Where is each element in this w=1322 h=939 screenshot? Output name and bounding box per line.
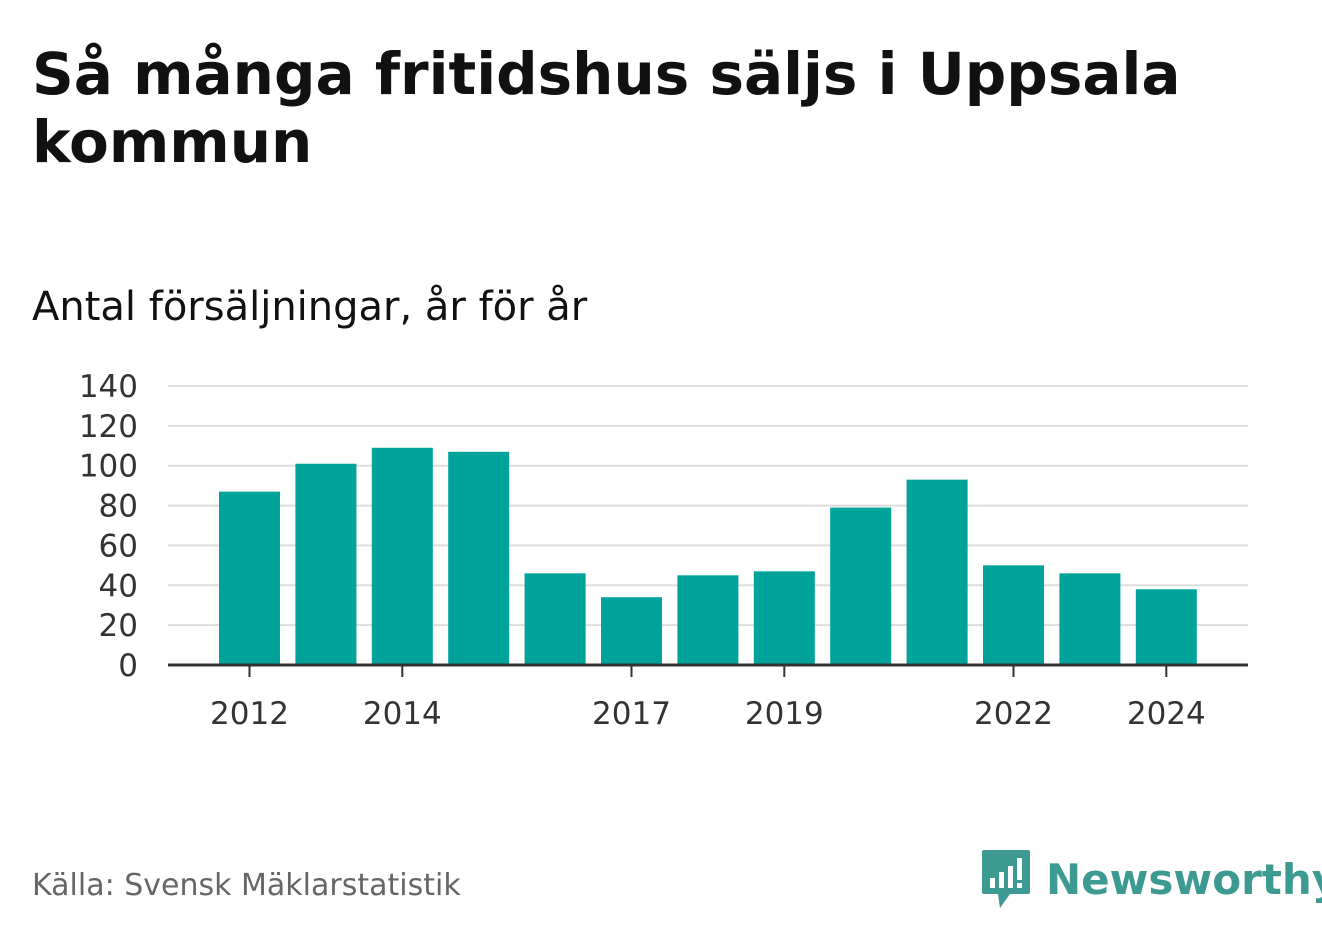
y-tick-label: 20 xyxy=(99,608,138,644)
x-tick-label: 2012 xyxy=(210,696,289,732)
bar-2021 xyxy=(906,479,968,665)
bar-2014 xyxy=(371,447,433,665)
y-tick-label: 100 xyxy=(79,449,138,485)
bar-2023 xyxy=(1059,573,1121,665)
chart-subtitle: Antal försäljningar, år för år xyxy=(32,284,588,330)
x-tick-label: 2024 xyxy=(1127,696,1206,732)
bar-2024 xyxy=(1135,589,1197,665)
newsworthy-logo-icon xyxy=(982,850,1030,908)
y-tick-label: 80 xyxy=(99,489,138,525)
y-tick-label: 140 xyxy=(79,369,138,405)
bar-2020 xyxy=(830,507,892,665)
x-tick-label: 2014 xyxy=(363,696,442,732)
y-tick-label: 0 xyxy=(118,648,138,684)
brand-name: Newsworthy xyxy=(1046,854,1322,904)
y-tick-label: 120 xyxy=(79,409,138,445)
bar-2013 xyxy=(295,463,357,665)
newsworthy-logo: Newsworthy xyxy=(980,848,1322,910)
x-tick-label: 2017 xyxy=(592,696,671,732)
bar-2012 xyxy=(219,491,280,665)
source-note: Källa: Svensk Mäklarstatistik xyxy=(32,868,461,903)
bar-2015 xyxy=(448,451,510,665)
bars xyxy=(219,447,1197,665)
bar-2022 xyxy=(983,565,1044,665)
bar-2019 xyxy=(753,571,815,665)
y-tick-label: 60 xyxy=(99,528,138,564)
chart-title: Så många fritidshus säljs i Uppsala komm… xyxy=(32,40,1181,176)
y-tick-label: 40 xyxy=(99,568,138,604)
x-tick-label: 2019 xyxy=(745,696,824,732)
bar-2018 xyxy=(677,575,739,665)
bar-2016 xyxy=(524,573,586,665)
bar-2017 xyxy=(601,597,662,665)
x-tick-label: 2022 xyxy=(974,696,1053,732)
